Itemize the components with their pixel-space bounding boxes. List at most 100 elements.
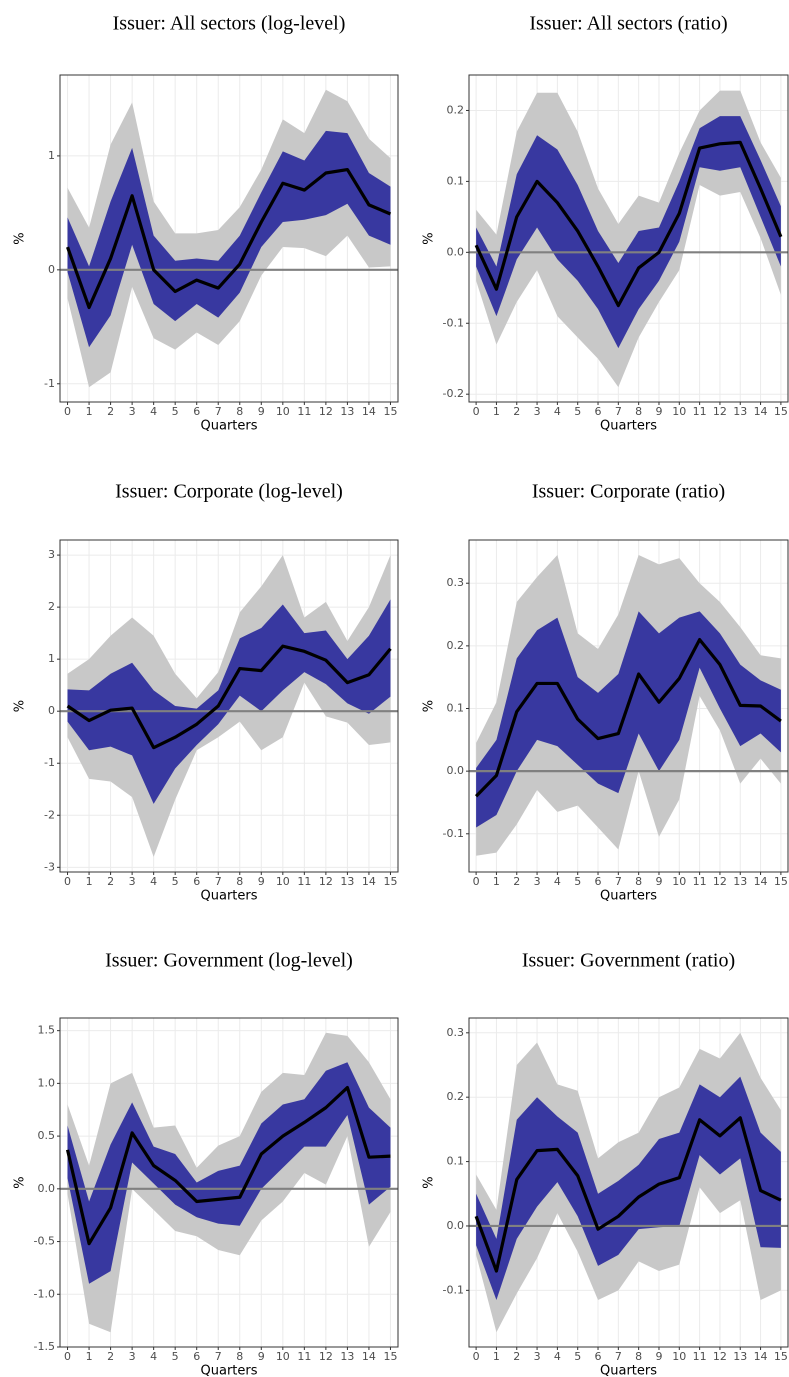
y-tick-label: 3	[48, 548, 55, 561]
x-tick-label: 4	[554, 875, 561, 888]
panel-title: Issuer: Government (log-level)	[105, 950, 353, 972]
y-tick-label: -2	[44, 808, 55, 821]
x-tick-label: 4	[554, 405, 561, 418]
x-tick-label: 2	[107, 875, 114, 888]
confidence-band	[476, 1076, 781, 1300]
y-tick-label: 0.0	[38, 1182, 56, 1195]
x-tick-label: 1	[493, 1350, 500, 1363]
confidence-band	[67, 599, 391, 804]
x-tick-label: 8	[236, 1350, 243, 1363]
y-tick-label: -1	[44, 377, 55, 390]
y-tick-label: -0.1	[443, 316, 464, 329]
x-tick-label: 13	[733, 405, 747, 418]
x-tick-label: 3	[129, 1350, 136, 1363]
x-tick-label: 5	[574, 1350, 581, 1363]
x-tick-label: 13	[733, 875, 747, 888]
x-tick-label: 13	[340, 1350, 354, 1363]
panel-title: Issuer: All sectors (ratio)	[529, 13, 727, 35]
plot-border	[59, 74, 399, 403]
y-tick-label: -0.1	[443, 827, 464, 840]
x-tick-label: 0	[64, 405, 71, 418]
x-tick-label: 1	[493, 405, 500, 418]
y-axis-title: %	[13, 232, 28, 244]
x-tick-label: 9	[258, 1350, 265, 1363]
x-tick-label: 1	[86, 405, 93, 418]
x-tick-label: 13	[340, 405, 354, 418]
y-axis-title: %	[13, 1176, 28, 1188]
impulse-response-line	[65, 1086, 391, 1246]
x-tick-label: 9	[655, 405, 662, 418]
y-tick-label: 0	[48, 263, 55, 276]
x-tick-label: 4	[150, 875, 157, 888]
x-tick-label: 15	[774, 875, 788, 888]
y-tick-label: 0.3	[447, 576, 465, 589]
x-tick-label: 6	[595, 875, 602, 888]
x-tick-label: 15	[383, 405, 397, 418]
x-tick-label: 8	[635, 405, 642, 418]
x-tick-label: 0	[64, 1350, 71, 1363]
y-tick-label: -3	[44, 860, 55, 873]
y-tick-label: 1	[48, 149, 55, 162]
impulse-response-line	[66, 167, 392, 310]
x-tick-label: 14	[754, 1350, 768, 1363]
panel: Issuer: All sectors (log-level)0 1 2 3 4 5 6 7 8…	[13, 13, 399, 434]
y-tick-label: 0.5	[38, 1129, 56, 1142]
x-tick-label: 7	[215, 1350, 222, 1363]
y-tick-label: 1.0	[38, 1076, 56, 1089]
x-tick-label: 14	[754, 875, 768, 888]
x-tick-label: 2	[107, 1350, 114, 1363]
x-tick-label: 2	[107, 405, 114, 418]
x-tick-label: 8	[236, 875, 243, 888]
x-tick-label: 6	[193, 405, 200, 418]
x-tick-label: 12	[319, 875, 333, 888]
x-tick-label: 11	[693, 875, 707, 888]
x-tick-label: 4	[554, 1350, 561, 1363]
x-tick-label: 14	[362, 1350, 376, 1363]
x-tick-label: 7	[615, 1350, 622, 1363]
x-tick-label: 5	[172, 1350, 179, 1363]
panel: Issuer: Corporate (log-level)0 1 2 3 4 5 6 7 8 9 1…	[13, 481, 399, 904]
y-tick-label: -1	[44, 756, 55, 769]
plot-border	[59, 1017, 399, 1348]
x-tick-label: 15	[774, 405, 788, 418]
x-tick-label: 8	[236, 405, 243, 418]
x-tick-label: 8	[635, 875, 642, 888]
panel: Issuer: Government (log-level)0 1 2 3 4 5 6 7 8 9…	[13, 950, 399, 1377]
x-tick-label: 10	[672, 875, 686, 888]
y-axis-title: %	[422, 232, 437, 244]
x-tick-label: 3	[534, 875, 541, 888]
x-tick-label: 6	[595, 1350, 602, 1363]
x-tick-label: 7	[215, 875, 222, 888]
x-tick-label: 0	[64, 875, 71, 888]
x-tick-label: 2	[513, 875, 520, 888]
x-tick-label: 1	[493, 875, 500, 888]
plot-border	[468, 74, 789, 403]
x-tick-label: 11	[297, 1350, 311, 1363]
panel-title: Issuer: Corporate (ratio)	[532, 481, 725, 503]
x-tick-label: 9	[655, 875, 662, 888]
x-tick-label: 5	[172, 875, 179, 888]
x-tick-label: 4	[150, 1350, 157, 1363]
x-tick-label: 12	[713, 875, 727, 888]
x-tick-label: 0	[473, 1350, 480, 1363]
x-tick-label: 0	[473, 405, 480, 418]
y-tick-label: 0.1	[447, 1155, 465, 1168]
x-tick-label: 7	[215, 405, 222, 418]
panel: Issuer: Corporate (ratio)0 1 2 3 4 5 6 7 8 9 10 11 1…	[422, 481, 789, 904]
impulse-response-line	[474, 140, 783, 308]
y-tick-label: 0.0	[447, 764, 465, 777]
y-tick-label: 0.3	[447, 1026, 465, 1039]
x-tick-label: 14	[754, 405, 768, 418]
x-tick-label: 2	[513, 405, 520, 418]
panel: Issuer: All sectors (ratio)0 1 2 3 4 5 6 7 8 9 10 1…	[422, 13, 789, 434]
y-tick-label: 0.2	[447, 1090, 465, 1103]
x-tick-label: 11	[297, 875, 311, 888]
impulse-response-line	[66, 644, 392, 750]
x-tick-label: 9	[655, 1350, 662, 1363]
y-tick-label: -1.5	[34, 1340, 55, 1353]
x-axis-title: Quarters	[201, 889, 258, 904]
confidence-band	[476, 116, 781, 349]
impulse-response-line	[474, 638, 782, 798]
plot-border	[468, 539, 789, 873]
